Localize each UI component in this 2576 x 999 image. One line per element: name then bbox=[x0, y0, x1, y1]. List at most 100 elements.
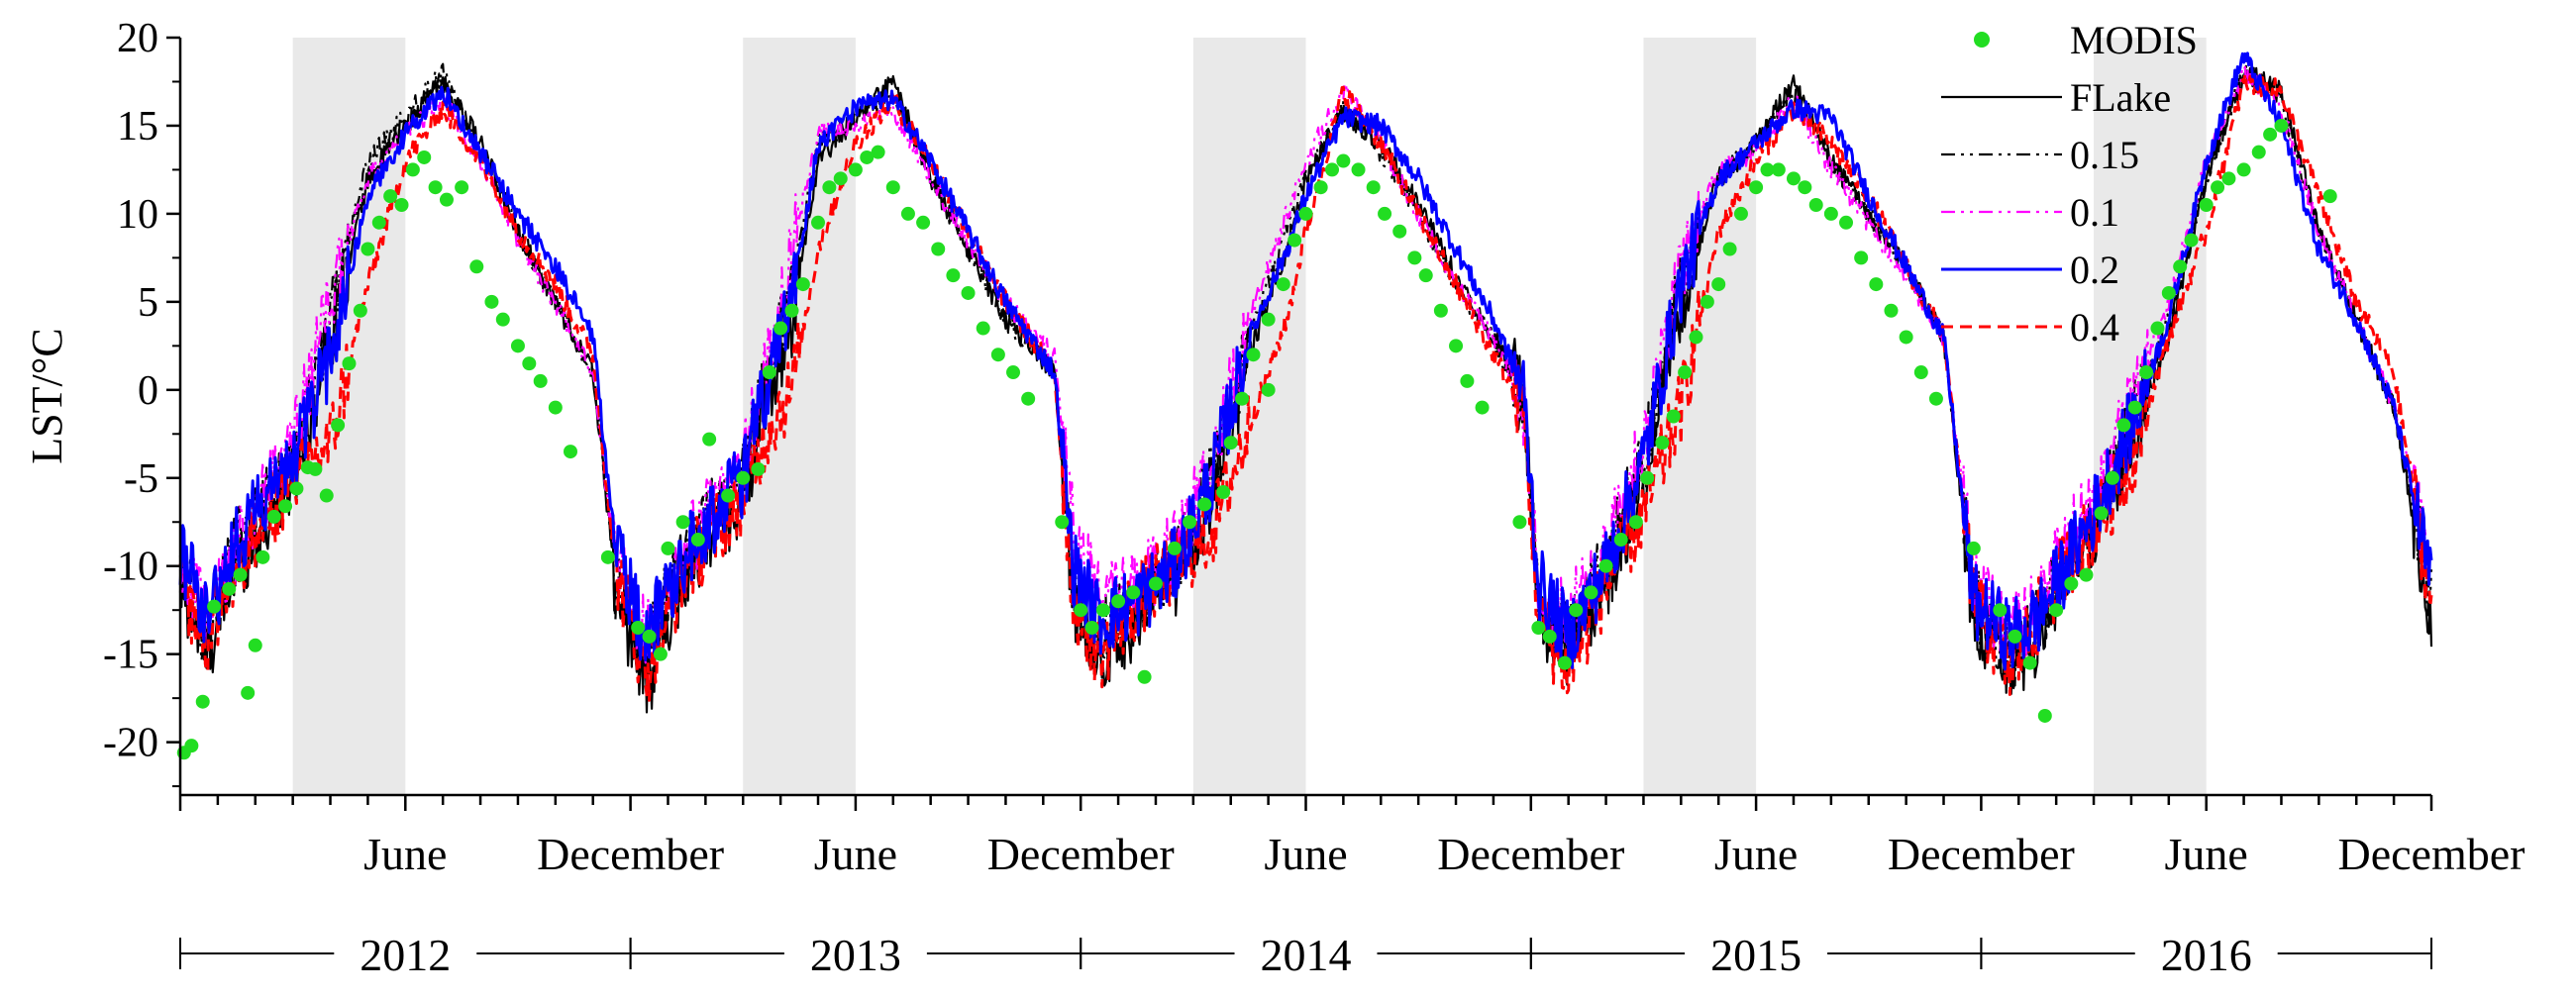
modis-point bbox=[822, 180, 837, 195]
modis-point bbox=[1798, 180, 1812, 195]
modis-point bbox=[1418, 268, 1433, 283]
modis-point bbox=[721, 488, 736, 503]
modis-point bbox=[773, 321, 788, 336]
modis-point bbox=[1111, 594, 1126, 609]
x-tick-label: June bbox=[814, 829, 897, 879]
modis-point bbox=[1378, 206, 1392, 221]
modis-point bbox=[1666, 409, 1681, 424]
series-line-0-2 bbox=[178, 51, 2433, 671]
modis-point bbox=[495, 312, 510, 327]
modis-point bbox=[241, 685, 256, 700]
legend-label: MODIS bbox=[2070, 18, 2198, 62]
modis-point bbox=[1808, 198, 1823, 213]
legend-marker-modis bbox=[1974, 32, 1990, 48]
modis-point bbox=[2049, 603, 2064, 618]
modis-point bbox=[405, 162, 420, 177]
modis-point bbox=[1055, 515, 1070, 530]
modis-point bbox=[1531, 620, 1546, 635]
modis-point bbox=[1786, 171, 1801, 186]
modis-point bbox=[2274, 118, 2289, 133]
modis-point bbox=[207, 599, 222, 614]
modis-point bbox=[1392, 224, 1407, 239]
year-label: 2015 bbox=[1710, 930, 1802, 980]
modis-point bbox=[1689, 330, 1703, 345]
modis-point bbox=[353, 303, 367, 318]
modis-point bbox=[702, 432, 717, 447]
modis-point bbox=[751, 461, 766, 476]
modis-point bbox=[233, 567, 248, 582]
modis-point bbox=[661, 541, 675, 555]
modis-point bbox=[1148, 576, 1163, 591]
legend-label: FLake bbox=[2070, 75, 2171, 120]
modis-point bbox=[1021, 391, 1036, 406]
modis-point bbox=[1733, 206, 1748, 221]
modis-point bbox=[1325, 162, 1340, 177]
modis-point bbox=[1137, 669, 1152, 684]
modis-point bbox=[184, 739, 199, 753]
modis-point bbox=[266, 509, 281, 524]
modis-point bbox=[331, 418, 346, 433]
modis-point bbox=[2263, 127, 2278, 142]
modis-point bbox=[1993, 603, 2008, 618]
modis-point bbox=[990, 348, 1005, 362]
modis-point bbox=[2184, 233, 2199, 248]
x-tick-label: December bbox=[537, 829, 724, 879]
y-tick-label: 15 bbox=[117, 104, 158, 150]
modis-point bbox=[931, 242, 946, 256]
modis-point bbox=[1235, 391, 1250, 406]
modis-point bbox=[1261, 312, 1276, 327]
legend-label: 0.1 bbox=[2070, 190, 2119, 235]
modis-point bbox=[1854, 250, 1869, 265]
modis-point bbox=[1655, 436, 1670, 450]
year-label: 2012 bbox=[360, 930, 451, 980]
modis-point bbox=[784, 303, 799, 318]
modis-point bbox=[1640, 470, 1655, 485]
modis-point bbox=[2064, 576, 2079, 591]
year-label: 2016 bbox=[2161, 930, 2252, 980]
legend-label: 0.4 bbox=[2070, 305, 2119, 350]
modis-point bbox=[885, 180, 900, 195]
modis-point bbox=[1869, 277, 1884, 292]
year-label: 2013 bbox=[810, 930, 901, 980]
modis-point bbox=[1084, 620, 1099, 635]
modis-point bbox=[256, 549, 270, 564]
modis-point bbox=[1246, 348, 1261, 362]
modis-point bbox=[1167, 541, 1182, 555]
modis-point bbox=[1407, 250, 1422, 265]
modis-point bbox=[1899, 330, 1913, 345]
modis-point bbox=[1711, 277, 1726, 292]
modis-point bbox=[1722, 242, 1737, 256]
modis-point bbox=[248, 638, 262, 652]
modis-point bbox=[1771, 162, 1786, 177]
modis-point bbox=[848, 162, 863, 177]
y-tick-label: -5 bbox=[124, 456, 158, 502]
x-tick-label: June bbox=[2165, 829, 2248, 879]
modis-point bbox=[1074, 603, 1088, 618]
modis-point bbox=[1126, 585, 1141, 600]
y-tick-label: 10 bbox=[117, 192, 158, 238]
x-tick-label: December bbox=[987, 829, 1175, 879]
modis-point bbox=[289, 481, 304, 496]
modis-point bbox=[522, 356, 537, 371]
modis-point bbox=[2022, 655, 2037, 670]
shaded-band bbox=[2094, 38, 2207, 795]
modis-point bbox=[371, 215, 386, 230]
modis-point bbox=[469, 259, 484, 274]
modis-point bbox=[455, 180, 469, 195]
modis-point bbox=[1449, 339, 1464, 353]
modis-point bbox=[811, 215, 826, 230]
modis-point bbox=[795, 277, 810, 292]
modis-point bbox=[1336, 153, 1351, 168]
modis-point bbox=[1966, 541, 1981, 555]
modis-point bbox=[976, 321, 990, 336]
modis-point bbox=[2008, 629, 2022, 644]
modis-point bbox=[675, 515, 690, 530]
x-tick-label: December bbox=[1437, 829, 1624, 879]
modis-point bbox=[439, 192, 454, 207]
modis-point bbox=[1006, 365, 1021, 380]
modis-point bbox=[916, 215, 931, 230]
modis-point bbox=[1433, 303, 1448, 318]
modis-point bbox=[319, 488, 334, 503]
modis-point bbox=[1460, 373, 1475, 388]
